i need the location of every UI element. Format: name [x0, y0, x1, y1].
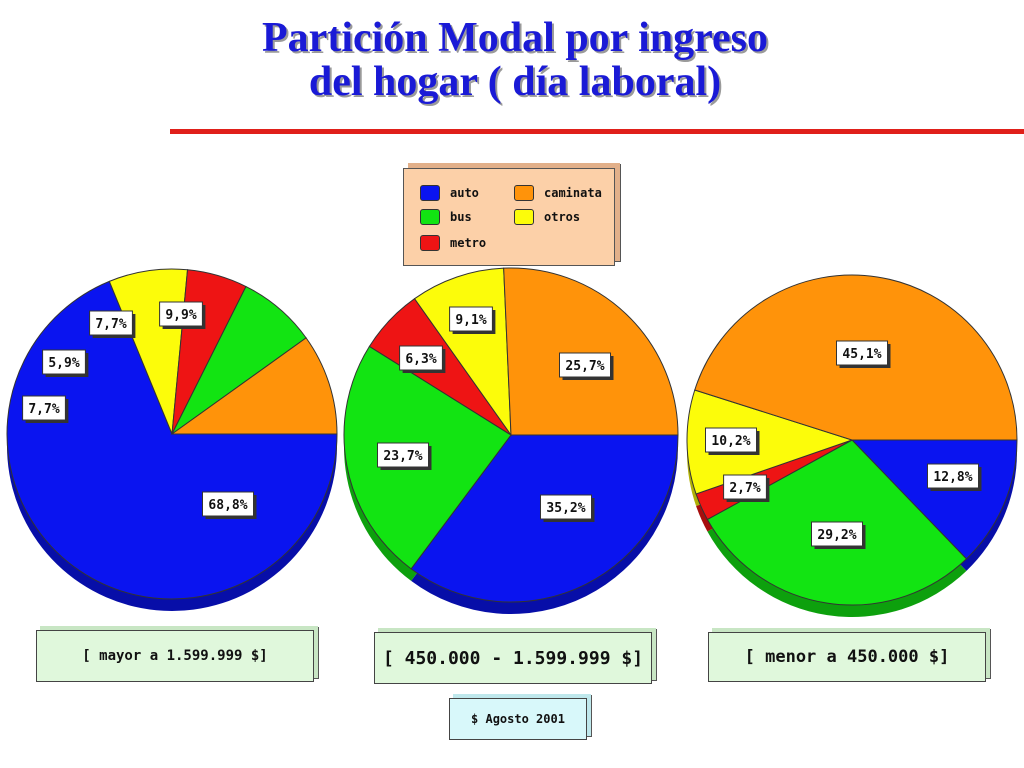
legend-label-caminata: caminata	[544, 186, 602, 200]
caption-mid-income: [ 450.000 - 1.599.999 $]	[374, 632, 652, 684]
caption-low-income: [ menor a 450.000 $]	[708, 632, 986, 682]
pie-0-label-caminata: 9,9%	[159, 301, 206, 329]
svg-text:45,1%: 45,1%	[842, 347, 881, 362]
svg-text:35,2%: 35,2%	[546, 501, 585, 516]
legend-swatch-metro	[420, 235, 440, 251]
pie-2: 12,8% 29,2% 2,7% 10,2% 45,1%	[686, 274, 1018, 617]
legend: auto bus metro caminata otros	[403, 168, 615, 266]
svg-text:68,8%: 68,8%	[208, 498, 247, 513]
chart-title-line-1: Partición Modal por ingreso	[262, 15, 768, 61]
pie-1-label-caminata: 25,7%	[559, 352, 614, 380]
legend-label-auto: auto	[450, 186, 479, 200]
legend-item-metro: metro	[420, 235, 486, 251]
pie-2-label-bus: 29,2%	[811, 521, 866, 549]
title-underline	[170, 129, 1024, 134]
pie-2-label-otros: 10,2%	[705, 427, 760, 455]
pie-0-label-auto: 68,8%	[202, 491, 257, 519]
svg-text:2,7%: 2,7%	[729, 481, 760, 496]
pie-2-label-caminata: 45,1%	[836, 340, 891, 368]
pie-0-label-otros: 7,7%	[22, 395, 69, 423]
svg-text:23,7%: 23,7%	[383, 449, 422, 464]
pie-1: 35,2% 23,7% 6,3% 9,1% 25,7%	[343, 267, 679, 614]
pie-1-label-metro: 6,3%	[399, 345, 446, 373]
svg-text:10,2%: 10,2%	[711, 434, 750, 449]
chart-title-line-2: del hogar ( día laboral)	[308, 59, 722, 105]
footnote-date: $ Agosto 2001	[449, 698, 587, 740]
pie-1-label-bus: 23,7%	[377, 442, 432, 470]
pie-0-label-bus: 7,7%	[89, 310, 136, 338]
pie-1-label-otros: 9,1%	[449, 306, 496, 334]
legend-item-bus: bus	[420, 209, 472, 225]
svg-text:29,2%: 29,2%	[817, 528, 856, 543]
svg-text:7,7%: 7,7%	[95, 317, 126, 332]
pie-2-label-metro: 2,7%	[723, 474, 770, 502]
legend-swatch-auto	[420, 185, 440, 201]
svg-text:6,3%: 6,3%	[405, 352, 436, 367]
pie-0-slice-auto	[6, 280, 338, 600]
legend-item-caminata: caminata	[514, 185, 602, 201]
chart-title: Partición Modal por ingreso del hogar ( …	[130, 16, 900, 104]
pie-0: 68,8% 7,7% 5,9% 7,7% 9,9%	[6, 268, 338, 611]
svg-text:25,7%: 25,7%	[565, 359, 604, 374]
svg-text:12,8%: 12,8%	[933, 470, 972, 485]
pie-0-label-metro: 5,9%	[42, 349, 89, 377]
caption-high-income: [ mayor a 1.599.999 $]	[36, 630, 314, 682]
pie-2-label-auto: 12,8%	[927, 463, 982, 491]
legend-label-otros: otros	[544, 210, 581, 224]
legend-swatch-bus	[420, 209, 440, 225]
pie-2-slice-otros	[686, 389, 854, 495]
svg-text:9,1%: 9,1%	[455, 313, 486, 328]
svg-text:5,9%: 5,9%	[48, 356, 79, 371]
legend-swatch-otros	[514, 209, 534, 225]
legend-item-auto: auto	[420, 185, 479, 201]
svg-text:7,7%: 7,7%	[28, 402, 59, 417]
pie-1-slice-caminata	[503, 267, 679, 436]
legend-label-metro: metro	[450, 236, 487, 250]
legend-item-otros: otros	[514, 209, 580, 225]
legend-swatch-caminata	[514, 185, 534, 201]
pie-0-slice-caminata	[170, 337, 338, 435]
legend-label-bus: bus	[450, 210, 472, 224]
pie-1-label-auto: 35,2%	[540, 494, 595, 522]
svg-text:9,9%: 9,9%	[165, 308, 196, 323]
